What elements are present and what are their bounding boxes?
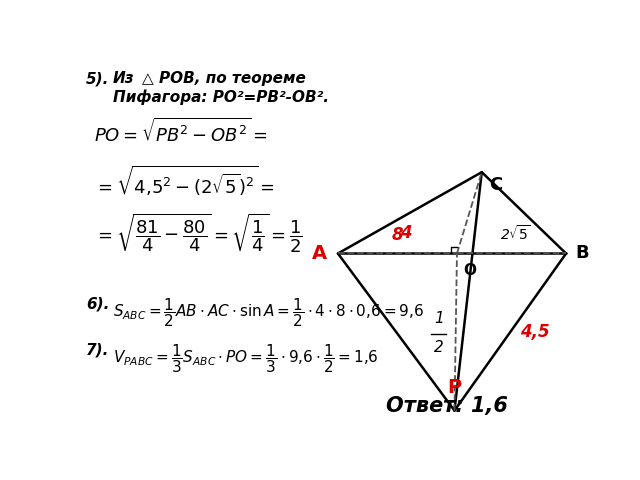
Text: Ответ: 1,6: Ответ: 1,6	[386, 396, 508, 416]
Text: 7).: 7).	[86, 343, 109, 358]
Text: 6).: 6).	[86, 296, 109, 312]
Text: 5).: 5).	[86, 72, 109, 86]
Text: $= \sqrt{4{,}5^2 - (2\sqrt{5})^2} =$: $= \sqrt{4{,}5^2 - (2\sqrt{5})^2} =$	[94, 164, 275, 198]
Text: C: C	[490, 176, 503, 194]
Text: 8: 8	[392, 226, 403, 244]
Text: 4,5: 4,5	[520, 323, 549, 341]
Text: P: P	[447, 378, 461, 396]
Text: △ РОВ, по теореме: △ РОВ, по теореме	[142, 72, 306, 86]
Text: B: B	[575, 244, 589, 263]
Text: Из: Из	[113, 72, 134, 86]
Text: 4: 4	[400, 224, 412, 242]
Text: A: A	[312, 244, 327, 263]
Text: 2: 2	[434, 340, 444, 355]
Text: 2$\sqrt{5}$: 2$\sqrt{5}$	[500, 224, 531, 243]
Text: 1: 1	[434, 311, 444, 326]
Text: Пифагора: РО²=РВ²-ОВ².: Пифагора: РО²=РВ²-ОВ².	[113, 90, 328, 106]
Text: $= \sqrt{\dfrac{81}{4} - \dfrac{80}{4}} = \sqrt{\dfrac{1}{4}} = \dfrac{1}{2}$: $= \sqrt{\dfrac{81}{4} - \dfrac{80}{4}} …	[94, 212, 303, 255]
Text: $V_{PABC} = \dfrac{1}{3} S_{ABC} \cdot PO = \dfrac{1}{3} \cdot 9{,}6 \cdot \dfra: $V_{PABC} = \dfrac{1}{3} S_{ABC} \cdot P…	[113, 343, 378, 375]
Text: $S_{ABC} = \dfrac{1}{2} AB \cdot AC \cdot \sin A = \dfrac{1}{2} \cdot 4 \cdot 8 : $S_{ABC} = \dfrac{1}{2} AB \cdot AC \cdo…	[113, 296, 424, 329]
Text: $PO = \sqrt{PB^2 - OB^2} =$: $PO = \sqrt{PB^2 - OB^2} =$	[94, 118, 268, 146]
Text: O: O	[463, 263, 476, 278]
